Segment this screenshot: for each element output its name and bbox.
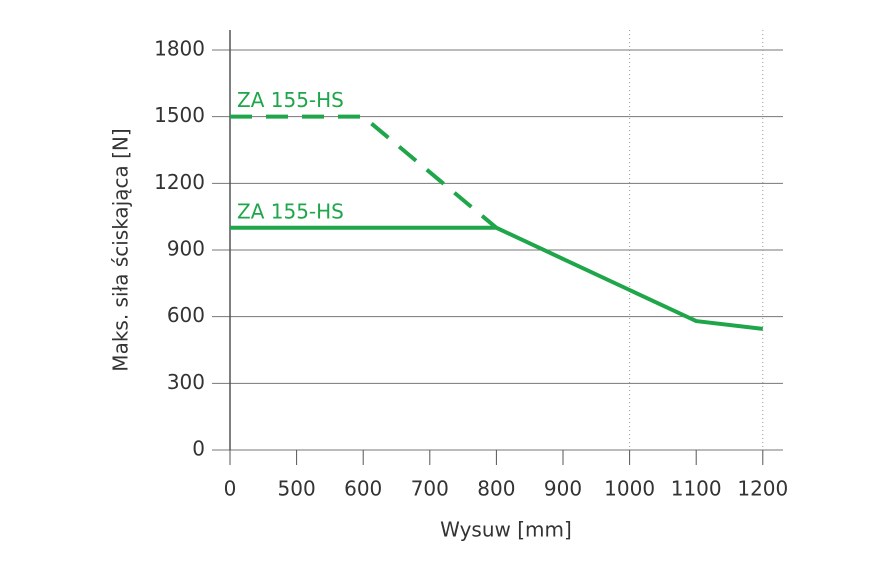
series-line (230, 114, 498, 230)
y-tick-label: 1200 (154, 170, 205, 194)
x-tick-label: 1200 (737, 477, 788, 501)
y-axis-title: Maks. siła ściskająca [N] (109, 128, 133, 371)
x-tick-label: 800 (477, 477, 515, 501)
x-tick-label: 600 (344, 477, 382, 501)
y-tick-label: 300 (167, 370, 205, 394)
x-tick-label: 900 (544, 477, 582, 501)
series-line (230, 225, 764, 331)
x-axis-title: Wysuw [mm] (440, 518, 572, 542)
y-tick-label: 0 (192, 437, 205, 461)
x-tick-label: 500 (278, 477, 316, 501)
y-tick-label: 1500 (154, 103, 205, 127)
x-tick-label: 1100 (671, 477, 722, 501)
y-tick-label: 1800 (154, 37, 205, 61)
y-tick-label: 600 (167, 303, 205, 327)
x-tick-label: 0 (224, 477, 237, 501)
x-tick-label: 700 (411, 477, 449, 501)
series-label: ZA 155-HS (237, 199, 344, 223)
x-tick-label: 1000 (604, 477, 655, 501)
series-label: ZA 155-HS (237, 88, 344, 112)
y-tick-label: 900 (167, 237, 205, 261)
